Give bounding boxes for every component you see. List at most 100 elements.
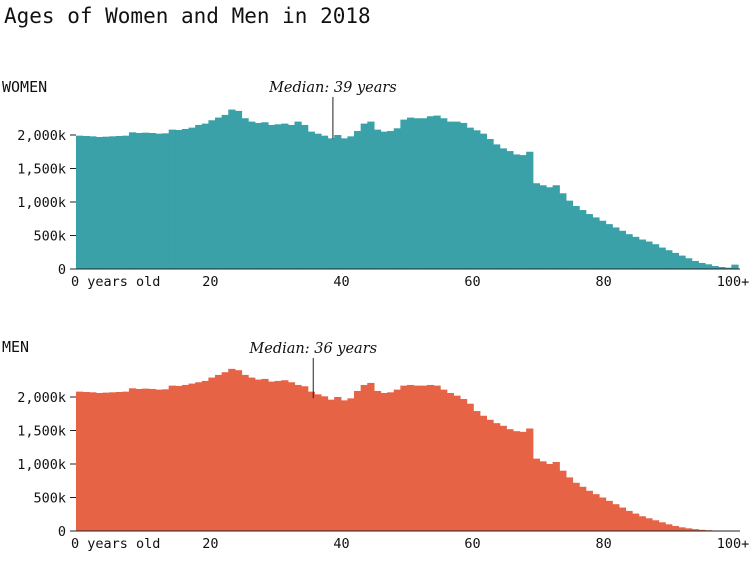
women-bar [506, 151, 514, 269]
men-x-tick-label: 100+ [717, 536, 750, 552]
women-bar [148, 132, 157, 269]
women-bar [387, 130, 395, 269]
men-bar [380, 392, 388, 531]
men-bar [115, 391, 123, 531]
men-bar [135, 388, 143, 531]
women-y-tick-label: 0 [58, 262, 66, 278]
women-bar [287, 124, 296, 269]
women-bar [393, 128, 401, 269]
women-bar [320, 135, 329, 269]
women-bar [440, 118, 448, 269]
women-bar [135, 132, 143, 269]
men-bar [175, 385, 183, 531]
men-x-tick-label: 20 [202, 536, 218, 552]
men-y-tick-label: 2,000k [17, 390, 66, 406]
women-bar [201, 123, 209, 269]
men-bar [473, 411, 481, 531]
men-bar [618, 507, 627, 531]
men-bar [466, 403, 474, 531]
women-bar [413, 118, 421, 269]
women-bar [592, 217, 600, 269]
men-bar [665, 524, 673, 531]
men-bar [625, 510, 633, 531]
men-bar [254, 379, 262, 531]
men-bar [493, 423, 501, 531]
women-panel-label: WOMEN [2, 78, 47, 96]
women-y-tick-label: 1,000k [17, 195, 66, 211]
men-bar [499, 425, 507, 531]
men-bar [420, 385, 428, 531]
men-bar [393, 389, 401, 531]
women-bar [241, 118, 249, 269]
men-bar [301, 386, 309, 531]
men-bar [287, 382, 296, 531]
women-bar [671, 252, 680, 269]
men-bar [479, 415, 488, 531]
women-bar [340, 138, 349, 269]
women-bar [294, 121, 302, 269]
women-bar [155, 133, 163, 269]
women-bar [605, 224, 613, 269]
men-x-tick-label: 80 [595, 536, 611, 552]
women-bar [248, 121, 256, 269]
women-x-tick-label: 20 [202, 274, 218, 290]
men-bar [605, 500, 613, 531]
women-bar [453, 121, 461, 269]
men-bar [76, 391, 84, 531]
men-bar [426, 384, 435, 531]
men-y-tick-label: 1,000k [17, 457, 66, 473]
men-bar [221, 372, 229, 531]
men-bar [598, 497, 607, 531]
women-bar [459, 122, 468, 269]
men-bar [486, 419, 494, 531]
men-bar [188, 383, 196, 531]
men-bar [95, 392, 104, 531]
women-bar [228, 109, 236, 269]
women-bar [301, 124, 309, 269]
women-bar [373, 129, 382, 269]
women-bar [142, 132, 150, 269]
men-bar [122, 391, 130, 531]
men-bar [109, 392, 117, 531]
men-bar [360, 384, 368, 531]
men-bar [671, 525, 680, 531]
chart-title: Ages of Women and Men in 2018 [4, 4, 371, 28]
men-bar [559, 470, 567, 531]
women-bar [565, 200, 574, 269]
women-bar [208, 120, 216, 269]
women-bar [426, 116, 435, 270]
women-bar [215, 117, 223, 269]
women-bar [658, 247, 666, 269]
men-median-annotation: Median: 36 years [248, 341, 377, 357]
men-y-tick-label: 1,500k [17, 424, 66, 440]
men-bar [281, 380, 289, 531]
women-bar [704, 264, 713, 269]
women-bar [267, 124, 276, 269]
men-bar [579, 486, 587, 531]
women-bar [539, 185, 547, 269]
men-bar [413, 385, 421, 531]
women-bar [473, 130, 481, 269]
women-x-tick-label: 80 [595, 274, 611, 290]
men-bar [585, 490, 593, 531]
women-bar [128, 132, 137, 269]
women-bar [281, 123, 289, 269]
men-bar [526, 428, 534, 531]
women-bar [234, 110, 243, 269]
men-bar [314, 394, 322, 531]
men-bar [267, 381, 276, 531]
women-bar [532, 183, 540, 269]
women-x-tick-label: 60 [464, 274, 480, 290]
women-bar [479, 133, 488, 269]
men-bar [632, 513, 640, 531]
women-bar [314, 133, 322, 269]
women-y-tick-label: 500k [33, 229, 66, 245]
men-bar [241, 374, 249, 531]
men-bar [155, 389, 163, 531]
women-bar [254, 122, 262, 269]
women-bar [493, 144, 501, 269]
women-bar [76, 135, 84, 269]
men-bar [327, 399, 335, 531]
women-bar [466, 127, 474, 269]
